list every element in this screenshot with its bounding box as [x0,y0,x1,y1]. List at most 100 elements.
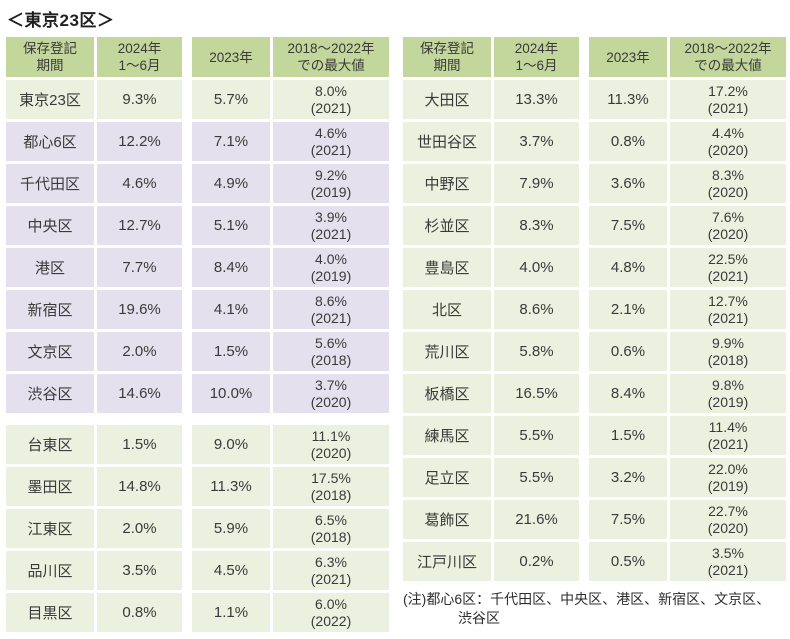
max-value-cell: 11.4% (2021) [670,416,786,455]
ward-name-cell: 江東区 [6,509,94,548]
max-value: 6.5% [315,512,347,528]
max-value-cell: 4.4% (2020) [670,122,786,161]
max-value-cell: 3.5% (2021) [670,542,786,581]
max-value-year: (2020) [707,141,749,158]
value-2024h1-cell: 3.7% [494,122,579,161]
page-title: ＜東京23区＞ [7,11,115,30]
value-2023-cell: 9.0% [192,425,270,464]
max-value-cell: 3.9% (2021) [273,206,389,245]
value-2024h1-cell: 14.6% [97,374,182,413]
max-value: 3.5% [712,545,744,561]
table-row: 豊島区 4.0% 4.8% 22.5% (2021) [403,248,786,287]
value-2023-cell: 0.5% [589,542,667,581]
value-2023-cell: 5.9% [192,509,270,548]
max-value: 9.9% [712,335,744,351]
max-value-year: (2018) [310,486,352,503]
column-header-0: 保存登記 期間 [403,37,491,77]
table-row: 品川区 3.5% 4.5% 6.3% (2021) [6,551,389,590]
ward-name-cell: 北区 [403,290,491,329]
value-2024h1-cell: 13.3% [494,80,579,119]
value-2023-cell: 0.6% [589,332,667,371]
value-2024h1-cell: 8.3% [494,206,579,245]
ward-name-cell: 板橋区 [403,374,491,413]
max-value-year: (2020) [707,519,749,536]
max-value-cell: 9.2% (2019) [273,164,389,203]
table-row: 千代田区 4.6% 4.9% 9.2% (2019) [6,164,389,203]
value-2023-cell: 3.2% [589,458,667,497]
max-value-year: (2019) [707,393,749,410]
ward-name-cell: 大田区 [403,80,491,119]
ward-name-cell: 江戸川区 [403,542,491,581]
max-value-cell: 22.7% (2020) [670,500,786,539]
left-table-section: 保存登記 期間 2024年 1～6月 2023年 2018～2022年 での最大値 東京… [6,37,389,635]
tables-wrap: 保存登記 期間 2024年 1～6月 2023年 2018～2022年 での最大値 東京… [6,37,790,635]
max-value-year: (2021) [707,309,749,326]
max-value: 11.1% [311,428,351,444]
max-value-year: (2020) [310,444,352,461]
max-value-cell: 22.0% (2019) [670,458,786,497]
value-2024h1-cell: 5.8% [494,332,579,371]
max-value-year: (2021) [310,309,352,326]
table-row: 都心6区 12.2% 7.1% 4.6% (2021) [6,122,389,161]
table-row: 江東区 2.0% 5.9% 6.5% (2018) [6,509,389,548]
footnote-line-1: (注)都心6区：千代田区、中央区、港区、新宿区、文京区、 [403,591,771,607]
max-value: 7.6% [712,209,744,225]
max-value: 4.6% [315,125,347,141]
max-value: 12.7% [708,293,748,309]
column-header-1: 2024年 1～6月 [97,37,182,77]
max-value-cell: 8.3% (2020) [670,164,786,203]
max-value: 8.3% [712,167,744,183]
ward-name-cell: 渋谷区 [6,374,94,413]
table-row: 江戸川区 0.2% 0.5% 3.5% (2021) [403,542,786,581]
max-value-year: (2021) [707,99,749,116]
ward-table-left: 保存登記 期間 2024年 1～6月 2023年 2018～2022年 での最大値 東京… [6,37,389,632]
column-header-3: 2018～2022年 での最大値 [670,37,786,77]
value-2023-cell: 8.4% [192,248,270,287]
table-row: 文京区 2.0% 1.5% 5.6% (2018) [6,332,389,371]
max-value: 22.5% [708,251,748,267]
value-2023-cell: 1.1% [192,593,270,632]
max-value: 6.3% [315,554,347,570]
ward-name-cell: 荒川区 [403,332,491,371]
max-value-cell: 6.5% (2018) [273,509,389,548]
max-value-year: (2020) [707,225,749,242]
column-header-2: 2023年 [589,37,667,77]
ward-name-cell: 豊島区 [403,248,491,287]
max-value: 22.7% [708,503,748,519]
column-header-0: 保存登記 期間 [6,37,94,77]
max-value-cell: 22.5% (2021) [670,248,786,287]
max-value: 8.6% [315,293,347,309]
value-2023-cell: 11.3% [589,80,667,119]
max-value-year: (2022) [310,612,352,629]
table-row: 杉並区 8.3% 7.5% 7.6% (2020) [403,206,786,245]
max-value-year: (2019) [310,267,352,284]
value-2024h1-cell: 1.5% [97,425,182,464]
ward-name-cell: 文京区 [6,332,94,371]
table-row: 足立区 5.5% 3.2% 22.0% (2019) [403,458,786,497]
max-value-cell: 9.9% (2018) [670,332,786,371]
value-2023-cell: 3.6% [589,164,667,203]
value-2024h1-cell: 7.9% [494,164,579,203]
max-value: 5.6% [315,335,347,351]
value-2023-cell: 8.4% [589,374,667,413]
value-2024h1-cell: 14.8% [97,467,182,506]
footnote-line-2: 渋谷区 [458,610,500,626]
max-value-year: (2021) [707,435,749,452]
table-row: 板橋区 16.5% 8.4% 9.8% (2019) [403,374,786,413]
ward-name-cell: 葛飾区 [403,500,491,539]
max-value-cell: 17.2% (2021) [670,80,786,119]
ward-name-cell: 目黒区 [6,593,94,632]
max-value-cell: 11.1% (2020) [273,425,389,464]
table-row: 大田区 13.3% 11.3% 17.2% (2021) [403,80,786,119]
ward-name-cell: 都心6区 [6,122,94,161]
ward-name-cell: 新宿区 [6,290,94,329]
table-row: 中央区 12.7% 5.1% 3.9% (2021) [6,206,389,245]
max-value-year: (2021) [707,267,749,284]
value-2024h1-cell: 21.6% [494,500,579,539]
value-2023-cell: 10.0% [192,374,270,413]
max-value-year: (2018) [310,528,352,545]
table-row: 葛飾区 21.6% 7.5% 22.7% (2020) [403,500,786,539]
value-2024h1-cell: 12.7% [97,206,182,245]
max-value: 4.4% [712,125,744,141]
